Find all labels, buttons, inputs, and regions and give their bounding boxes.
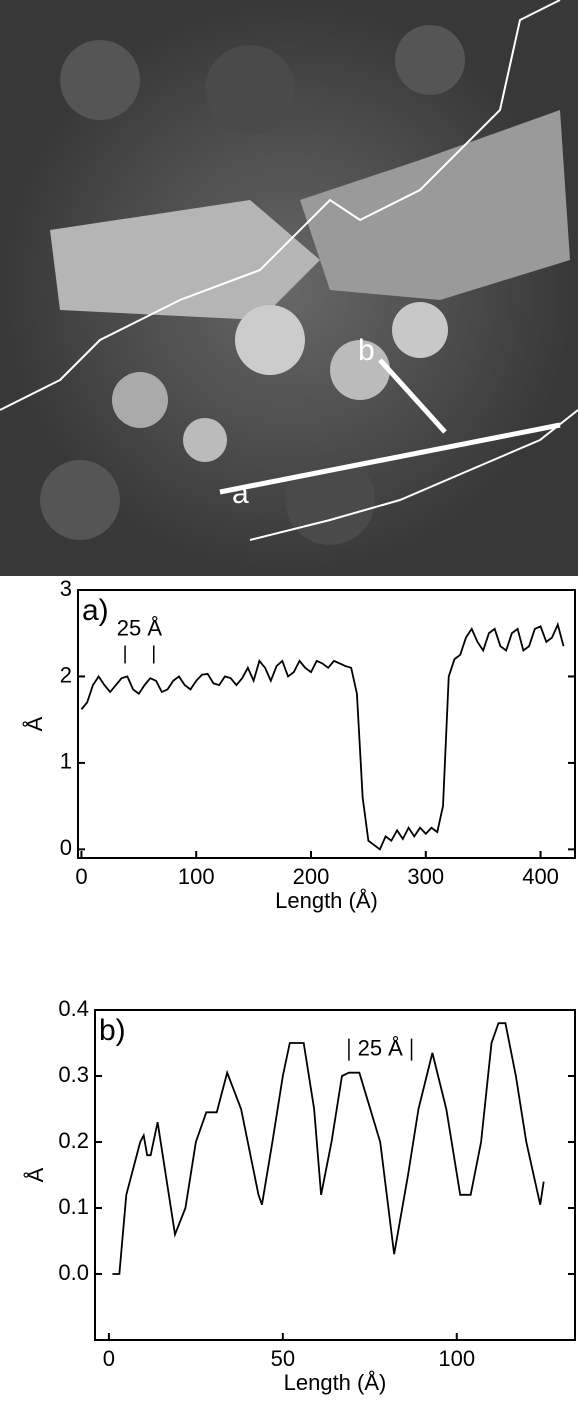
y-tick-label: 2 xyxy=(60,662,72,687)
y-tick-label: 0 xyxy=(60,835,72,860)
plot-frame xyxy=(94,1009,576,1341)
x-tick-label: 0 xyxy=(75,864,87,889)
x-tick-label: 50 xyxy=(271,1346,295,1371)
plot-frame xyxy=(77,589,576,859)
image-label: a xyxy=(232,477,249,510)
x-tick-label: 100 xyxy=(178,864,215,889)
annotation: 25 Å xyxy=(358,1035,404,1060)
y-tick-label: 0.4 xyxy=(58,996,89,1021)
x-axis-label: Length (Å) xyxy=(284,1370,387,1395)
x-tick-label: 100 xyxy=(438,1346,475,1371)
x-tick-label: 200 xyxy=(293,864,330,889)
data-line xyxy=(80,621,565,851)
x-tick-label: 400 xyxy=(522,864,559,889)
data-line xyxy=(112,1022,545,1275)
y-tick-label: 0.1 xyxy=(58,1194,89,1219)
stm-image: a b xyxy=(0,0,579,576)
y-tick-label: 3 xyxy=(60,576,72,601)
y-tick-label: 0.0 xyxy=(58,1260,89,1285)
panel-label: b) xyxy=(99,1014,126,1047)
x-tick-label: 300 xyxy=(407,864,444,889)
x-tick-label: 0 xyxy=(103,1346,115,1371)
y-axis-label: Å xyxy=(22,716,47,731)
y-axis-label: Å xyxy=(23,1167,48,1182)
annotation: 25 Å xyxy=(117,615,163,640)
panel-label: a) xyxy=(82,594,109,627)
image-label: b xyxy=(358,334,375,367)
y-tick-label: 0.2 xyxy=(58,1128,89,1153)
y-tick-label: 1 xyxy=(60,749,72,774)
y-tick-label: 0.3 xyxy=(58,1062,89,1087)
x-axis-label: Length (Å) xyxy=(275,888,378,913)
